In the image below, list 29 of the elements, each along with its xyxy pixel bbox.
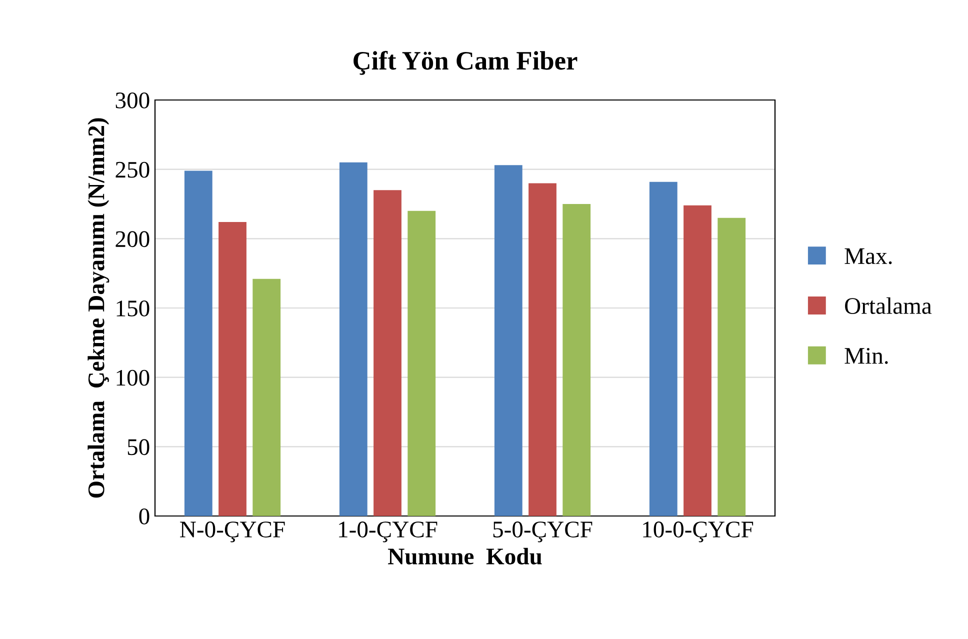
chart-title: Çift Yön Cam Fiber: [354, 50, 578, 75]
y-tick-label: 0: [139, 508, 150, 524]
x-tick-label: 10-0-ÇYCF: [643, 522, 754, 542]
x-axis-title: Numune Kodu: [388, 548, 542, 564]
bar: [718, 218, 746, 516]
bar: [339, 162, 368, 516]
y-tick-label: 200: [116, 231, 150, 248]
bar: [252, 278, 281, 516]
x-tick-label: N-0-ÇYCF: [180, 522, 285, 542]
bar: [528, 183, 556, 516]
bar: [649, 182, 678, 516]
bar: [408, 210, 436, 516]
bar: [684, 205, 712, 516]
y-tick-label: 50: [128, 439, 150, 456]
bar: [374, 190, 402, 516]
y-axis-title: Ortalama Çekme Dayanımı (N/mm2): [88, 118, 110, 498]
bar: [562, 204, 591, 516]
y-tick-label: 100: [116, 370, 150, 386]
x-tick-label: 1-0-ÇYCF: [339, 522, 438, 542]
legend-label: Ortalama: [845, 297, 932, 314]
y-tick-label: 300: [116, 92, 150, 108]
legend-label: Min.: [844, 348, 888, 364]
legend-label: Max.: [844, 248, 892, 264]
y-tick-label: 150: [116, 300, 150, 316]
bar: [218, 222, 246, 516]
bar: [184, 170, 212, 516]
y-tick-label: 250: [116, 162, 150, 178]
x-tick-label: 5-0-ÇYCF: [493, 522, 592, 542]
bar: [494, 165, 522, 516]
